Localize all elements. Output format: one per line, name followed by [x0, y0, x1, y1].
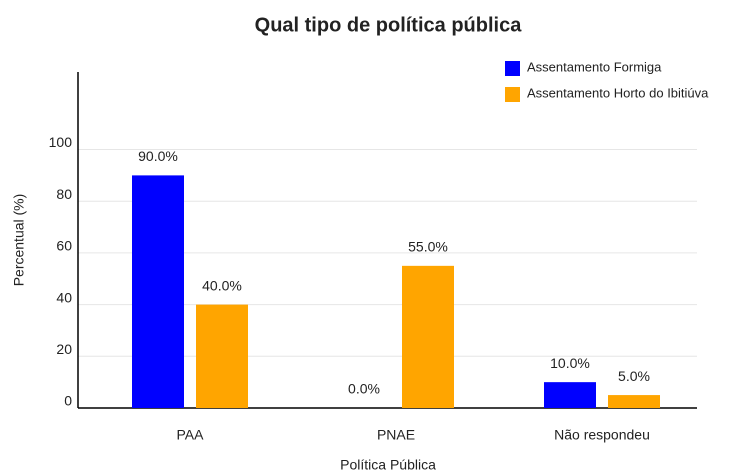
y-tick-label: 40: [56, 289, 72, 305]
legend-label: Assentamento Formiga: [527, 59, 662, 74]
legend-label: Assentamento Horto do Ibitiúva: [527, 85, 709, 100]
value-label: 5.0%: [618, 368, 650, 384]
x-tick-label: PAA: [177, 427, 205, 443]
bar: [608, 395, 660, 408]
legend-swatch: [505, 87, 520, 102]
value-label: 90.0%: [138, 148, 178, 164]
value-label: 55.0%: [408, 239, 448, 255]
value-label: 10.0%: [550, 355, 590, 371]
x-tick-label: Não respondeu: [554, 427, 650, 443]
y-tick-label: 60: [56, 238, 72, 254]
y-tick-label: 20: [56, 341, 72, 357]
bar: [196, 304, 248, 408]
y-tick-label: 0: [64, 393, 72, 409]
legend-swatch: [505, 61, 520, 76]
chart-title: Qual tipo de política pública: [255, 14, 523, 36]
y-axis-label: Percentual (%): [11, 194, 27, 287]
bar: [132, 175, 184, 408]
x-axis-label: Política Pública: [340, 457, 436, 473]
y-tick-label: 80: [56, 186, 72, 202]
x-tick-label: PNAE: [377, 427, 415, 443]
y-tick-label: 100: [49, 134, 73, 150]
value-label: 0.0%: [348, 381, 380, 397]
value-label: 40.0%: [202, 277, 242, 293]
bar: [544, 382, 596, 408]
bar: [402, 265, 454, 408]
